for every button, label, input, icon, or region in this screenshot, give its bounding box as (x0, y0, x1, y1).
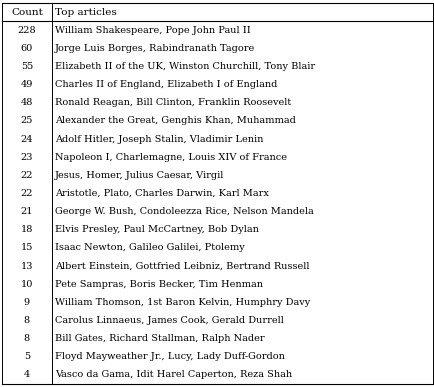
Text: Albert Einstein, Gottfried Leibniz, Bertrand Russell: Albert Einstein, Gottfried Leibniz, Bert… (55, 262, 309, 271)
Text: Vasco da Gama, Idit Harel Caperton, Reza Shah: Vasco da Gama, Idit Harel Caperton, Reza… (55, 370, 292, 379)
Text: 8: 8 (24, 334, 30, 343)
Text: Ronald Reagan, Bill Clinton, Franklin Roosevelt: Ronald Reagan, Bill Clinton, Franklin Ro… (55, 98, 291, 107)
Text: 22: 22 (21, 189, 33, 198)
Text: Elizabeth II of the UK, Winston Churchill, Tony Blair: Elizabeth II of the UK, Winston Churchil… (55, 62, 315, 71)
Text: Carolus Linnaeus, James Cook, Gerald Durrell: Carolus Linnaeus, James Cook, Gerald Dur… (55, 316, 283, 325)
Text: 228: 228 (18, 26, 36, 35)
Text: 48: 48 (21, 98, 33, 107)
Text: Isaac Newton, Galileo Galilei, Ptolemy: Isaac Newton, Galileo Galilei, Ptolemy (55, 243, 244, 252)
Text: Charles II of England, Elizabeth I of England: Charles II of England, Elizabeth I of En… (55, 80, 277, 89)
Text: 13: 13 (21, 262, 33, 271)
Text: 60: 60 (21, 44, 33, 53)
Text: Count: Count (11, 8, 43, 17)
Text: 9: 9 (24, 298, 30, 307)
Text: George W. Bush, Condoleezza Rice, Nelson Mandela: George W. Bush, Condoleezza Rice, Nelson… (55, 207, 313, 216)
Text: Bill Gates, Richard Stallman, Ralph Nader: Bill Gates, Richard Stallman, Ralph Nade… (55, 334, 264, 343)
Text: 22: 22 (21, 171, 33, 180)
Text: Alexander the Great, Genghis Khan, Muhammad: Alexander the Great, Genghis Khan, Muham… (55, 116, 296, 125)
Text: 49: 49 (21, 80, 33, 89)
Text: Pete Sampras, Boris Becker, Tim Henman: Pete Sampras, Boris Becker, Tim Henman (55, 280, 263, 289)
Text: Adolf Hitler, Joseph Stalin, Vladimir Lenin: Adolf Hitler, Joseph Stalin, Vladimir Le… (55, 135, 263, 144)
Text: 23: 23 (21, 153, 33, 162)
Text: 8: 8 (24, 316, 30, 325)
Text: 55: 55 (21, 62, 33, 71)
Text: 24: 24 (21, 135, 33, 144)
Text: Napoleon I, Charlemagne, Louis XIV of France: Napoleon I, Charlemagne, Louis XIV of Fr… (55, 153, 286, 162)
Text: Jesus, Homer, Julius Caesar, Virgil: Jesus, Homer, Julius Caesar, Virgil (55, 171, 224, 180)
Text: Top articles: Top articles (55, 8, 117, 17)
Text: Aristotle, Plato, Charles Darwin, Karl Marx: Aristotle, Plato, Charles Darwin, Karl M… (55, 189, 269, 198)
Text: 15: 15 (21, 243, 33, 252)
Text: Jorge Luis Borges, Rabindranath Tagore: Jorge Luis Borges, Rabindranath Tagore (55, 44, 255, 53)
Text: 4: 4 (24, 370, 30, 379)
Text: Elvis Presley, Paul McCartney, Bob Dylan: Elvis Presley, Paul McCartney, Bob Dylan (55, 225, 259, 234)
Text: 25: 25 (21, 116, 33, 125)
Text: Floyd Mayweather Jr., Lucy, Lady Duff-Gordon: Floyd Mayweather Jr., Lucy, Lady Duff-Go… (55, 352, 284, 361)
Text: William Shakespeare, Pope John Paul II: William Shakespeare, Pope John Paul II (55, 26, 250, 35)
Text: 18: 18 (21, 225, 33, 234)
Text: William Thomson, 1st Baron Kelvin, Humphry Davy: William Thomson, 1st Baron Kelvin, Humph… (55, 298, 310, 307)
Text: 5: 5 (24, 352, 30, 361)
Text: 21: 21 (21, 207, 33, 216)
Text: 10: 10 (21, 280, 33, 289)
